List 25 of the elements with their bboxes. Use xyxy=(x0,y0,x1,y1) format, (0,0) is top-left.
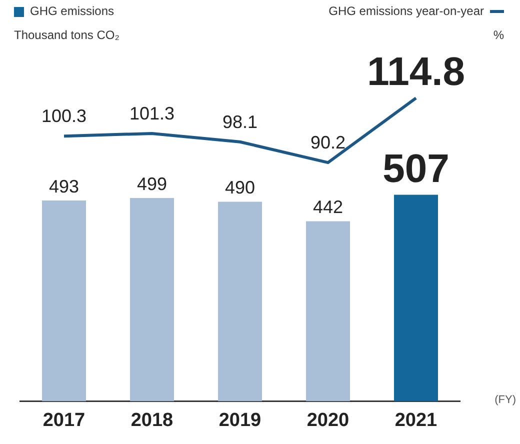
x-tick-label: 2019 xyxy=(218,410,262,431)
x-tick-label: 2021 xyxy=(394,410,438,431)
data-label: 100.3 xyxy=(41,106,87,126)
data-label: 98.1 xyxy=(222,112,258,132)
data-label: 493 xyxy=(48,176,80,196)
text: % xyxy=(493,28,504,42)
x-tick-label: 2020 xyxy=(306,410,350,431)
data-label: 114.8 xyxy=(367,50,465,94)
bar xyxy=(218,202,262,402)
x-axis-title: (FY) xyxy=(494,394,516,406)
data-label: 507 xyxy=(382,146,450,191)
data-label: 101.3 xyxy=(129,103,175,124)
bar xyxy=(306,221,350,402)
bar xyxy=(42,200,86,402)
x-tick-label: 2017 xyxy=(42,410,86,431)
data-label: 499 xyxy=(136,174,168,194)
legend-label: GHG emissions xyxy=(29,4,114,18)
data-label: 442 xyxy=(312,197,344,218)
text: Thousand tons CO₂ xyxy=(14,28,120,42)
bar xyxy=(130,198,174,402)
x-tick-label: 2018 xyxy=(130,410,174,431)
data-label: 90.2 xyxy=(310,132,346,153)
legend-label: GHG emissions year-on-year xyxy=(328,4,485,18)
bar xyxy=(394,194,438,402)
data-label: 490 xyxy=(224,178,256,198)
